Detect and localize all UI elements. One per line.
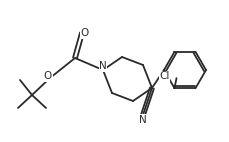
Text: O: O — [44, 71, 52, 81]
Text: O: O — [81, 28, 89, 38]
Text: N: N — [139, 115, 146, 125]
Text: N: N — [99, 61, 106, 71]
Text: Cl: Cl — [159, 71, 169, 81]
